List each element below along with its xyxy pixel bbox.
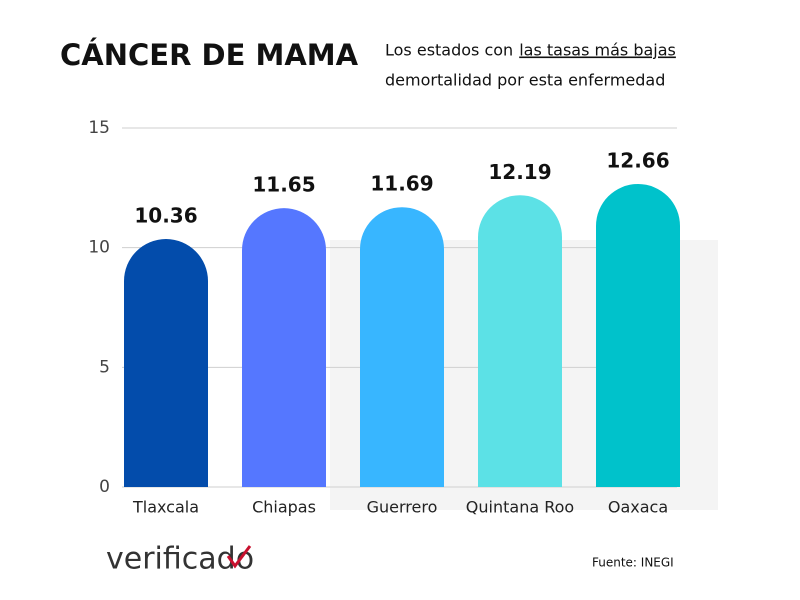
value-label: 11.69 <box>370 172 433 196</box>
y-tick-label: 0 <box>99 477 110 497</box>
x-tick-label: Guerrero <box>367 498 438 517</box>
subtitle: demortalidad por esta enfermedad <box>385 71 665 90</box>
bar <box>124 239 208 487</box>
bar <box>596 184 680 487</box>
x-tick-label: Tlaxcala <box>132 498 199 517</box>
logo-check <box>226 545 252 569</box>
value-label: 11.65 <box>252 173 315 197</box>
y-tick-label: 10 <box>88 238 110 258</box>
bar <box>478 195 562 487</box>
x-tick-label: Oaxaca <box>608 498 668 517</box>
y-tick-label: 15 <box>88 118 110 138</box>
source: Fuente: INEGI <box>592 556 674 570</box>
value-label: 10.36 <box>134 204 197 228</box>
subtitle-highlight: las tasas más bajas <box>519 41 676 60</box>
bar <box>360 207 444 487</box>
x-tick-label: Chiapas <box>252 498 316 517</box>
y-tick-label: 5 <box>99 357 110 377</box>
value-label: 12.66 <box>606 149 669 173</box>
subtitle: Los estados con <box>385 41 513 60</box>
bar <box>242 208 326 487</box>
value-label: 12.19 <box>488 160 551 184</box>
x-tick-label: Quintana Roo <box>466 498 574 517</box>
chart-title: CÁNCER DE MAMA <box>60 38 359 72</box>
